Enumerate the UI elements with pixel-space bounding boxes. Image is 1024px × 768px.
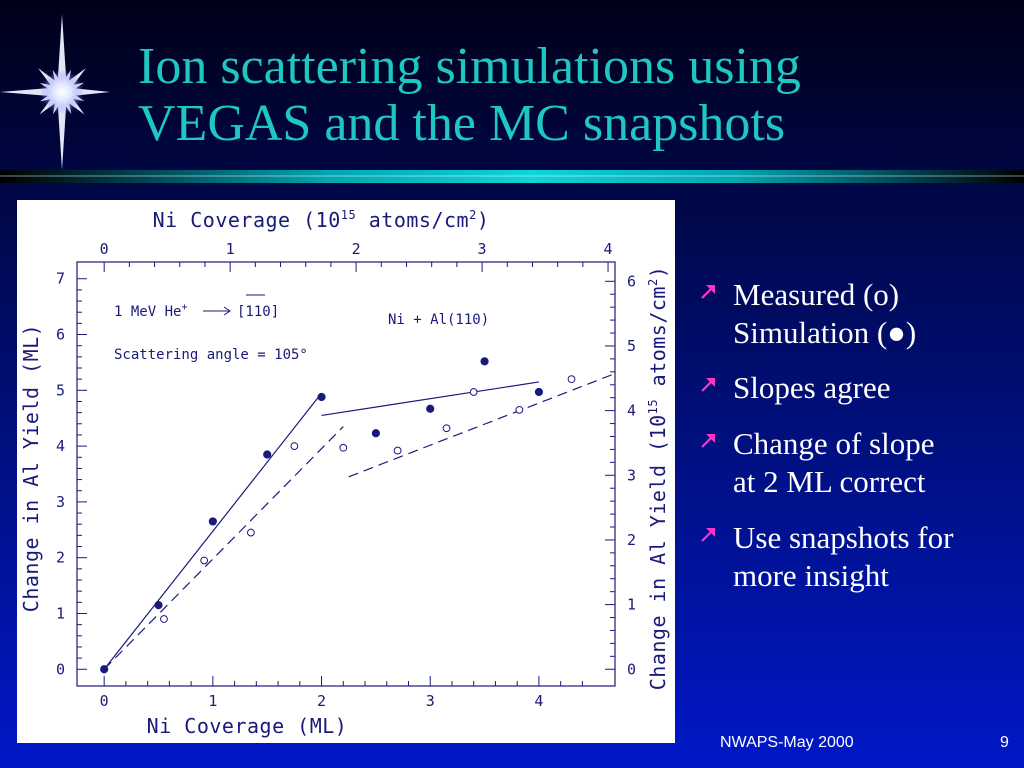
x-bottom-tick-label: 4 — [534, 692, 543, 710]
bullet-line: Change of slope — [733, 426, 935, 461]
arrow-up-right-icon — [701, 285, 715, 299]
simulation-point — [371, 429, 380, 438]
x-bottom-tick-label: 2 — [317, 692, 326, 710]
x-top-title-mid: atoms/cm — [356, 208, 469, 232]
bullet-list: Measured (o) Simulation (●) Slopes agree Ch… — [696, 276, 1022, 613]
x-top-tick-label: 3 — [478, 240, 487, 258]
y-right-title-sup2: 2 — [646, 278, 660, 286]
measured-point — [290, 442, 299, 451]
y-left-tick-label: 7 — [56, 270, 65, 288]
title-line-2: VEGAS and the MC snapshots — [138, 95, 786, 152]
bullet-line: Simulation (●) — [733, 315, 917, 350]
measured-point — [160, 615, 168, 623]
title-line-1: Ion scattering simulations using — [138, 38, 801, 95]
x-top-title-sup: 15 — [341, 208, 356, 222]
x-top-title-sup2: 2 — [469, 208, 477, 222]
fit-line-solid — [103, 392, 323, 670]
bullet-item: Slopes agree — [696, 369, 1022, 407]
fit-line-dashed — [103, 426, 344, 670]
y-right-tick-label: 2 — [627, 531, 636, 549]
chart-panel: 0 1 2 3 4 0 1 2 3 4 5 6 7 0 1 2 3 4 0 1 2 3 4 5 6 Ni Coverage (M… — [17, 200, 675, 743]
arrow-up-right-icon — [701, 434, 715, 448]
y-right-tick-label: 6 — [627, 272, 636, 290]
simulation-point — [263, 450, 272, 459]
y-right-tick-label: 1 — [627, 596, 636, 614]
simulation-point — [208, 517, 217, 526]
x-axis-top-title: Ni Coverage (1015 atoms/cm2) — [153, 208, 490, 232]
simulation-point — [480, 357, 489, 366]
y-right-tick-label: 4 — [627, 402, 636, 420]
page-number: 9 — [1000, 734, 1009, 751]
bullet-item: Use snapshots for more insight — [696, 519, 1022, 595]
x-axis-bottom-title: Ni Coverage (ML) — [147, 714, 348, 738]
fit-line-solid — [321, 381, 540, 417]
x-top-tick-label: 1 — [226, 240, 235, 258]
bullet-item: Change of slope at 2 ML correct — [696, 425, 1022, 501]
x-top-tick-label: 0 — [100, 240, 109, 258]
measured-point — [442, 424, 451, 433]
y-right-title-mid: atoms/cm — [646, 286, 670, 399]
x-top-title-main: Ni Coverage (10 — [153, 208, 341, 232]
y-left-tick-label: 2 — [56, 549, 65, 567]
y-right-title-end: ) — [646, 266, 670, 279]
y-left-tick-label: 0 — [56, 660, 65, 678]
y-left-tick-label: 6 — [56, 326, 65, 344]
x-top-title-end: ) — [477, 208, 490, 232]
annotation-system: Ni + Al(110) — [388, 312, 489, 328]
x-top-tick-label: 4 — [604, 240, 613, 258]
x-bottom-tick-label: 1 — [208, 692, 217, 710]
x-top-tick-label: 2 — [352, 240, 361, 258]
simulation-point — [154, 601, 163, 610]
y-right-tick-label: 3 — [627, 466, 636, 484]
simulation-point — [317, 392, 326, 402]
measured-point — [246, 528, 255, 537]
measured-point — [567, 375, 576, 384]
bullet-line: more insight — [733, 558, 889, 593]
ion-yield-chart: 0 1 2 3 4 0 1 2 3 4 5 6 7 0 1 2 3 4 0 1 2 3 4 5 6 Ni Coverage (M… — [19, 208, 670, 738]
y-left-tick-label: 5 — [56, 381, 65, 399]
y-left-tick-label: 4 — [56, 437, 65, 455]
y-left-tick-label: 1 — [56, 604, 65, 622]
measured-point — [515, 405, 524, 414]
y-axis-right-title: Change in Al Yield (1015 atoms/cm2) — [646, 266, 670, 691]
annotation-angle: Scattering angle = 105° — [114, 347, 308, 363]
annotation-beam: 1 MeV He+ — [114, 302, 187, 320]
footer-text: NWAPS-May 2000 — [720, 734, 854, 751]
beam-arrow-icon — [203, 306, 231, 316]
star-burst-icon — [0, 14, 110, 170]
bullet-item: Measured (o) Simulation (●) — [696, 276, 1022, 352]
simulation-point — [100, 665, 109, 674]
simulation-point — [426, 404, 435, 413]
bullet-line: Measured (o) — [733, 277, 900, 312]
annotation-beam-sup: + — [181, 302, 187, 313]
title-divider-bar — [0, 170, 1024, 183]
slide-title: Ion scattering simulations using VEGAS a… — [138, 38, 1018, 152]
measured-point — [393, 446, 402, 455]
y-left-tick-label: 3 — [56, 493, 65, 511]
bullet-line: Use snapshots for — [733, 520, 954, 555]
y-axis-left-title: Change in Al Yield (ML) — [19, 324, 43, 612]
measured-point — [469, 388, 478, 396]
x-bottom-tick-label: 3 — [426, 692, 435, 710]
y-right-tick-label: 5 — [627, 337, 636, 355]
measured-point — [339, 443, 348, 452]
arrow-up-right-icon — [701, 528, 715, 542]
x-bottom-tick-label: 0 — [100, 692, 109, 710]
annotation-direction: [110] — [237, 304, 279, 320]
simulation-point — [534, 387, 544, 397]
plot-frame — [76, 261, 616, 687]
annotation-beam-prefix: 1 MeV He — [114, 304, 181, 320]
arrow-up-right-icon — [701, 378, 715, 392]
y-right-title-main: Change in Al Yield (10 — [646, 414, 670, 690]
y-right-title-sup: 15 — [646, 399, 660, 414]
bullet-line: at 2 ML correct — [733, 464, 926, 499]
measured-point — [200, 556, 209, 565]
y-right-tick-label: 0 — [627, 660, 636, 678]
fit-line-dashed — [348, 373, 616, 478]
bullet-line: Slopes agree — [733, 370, 891, 405]
